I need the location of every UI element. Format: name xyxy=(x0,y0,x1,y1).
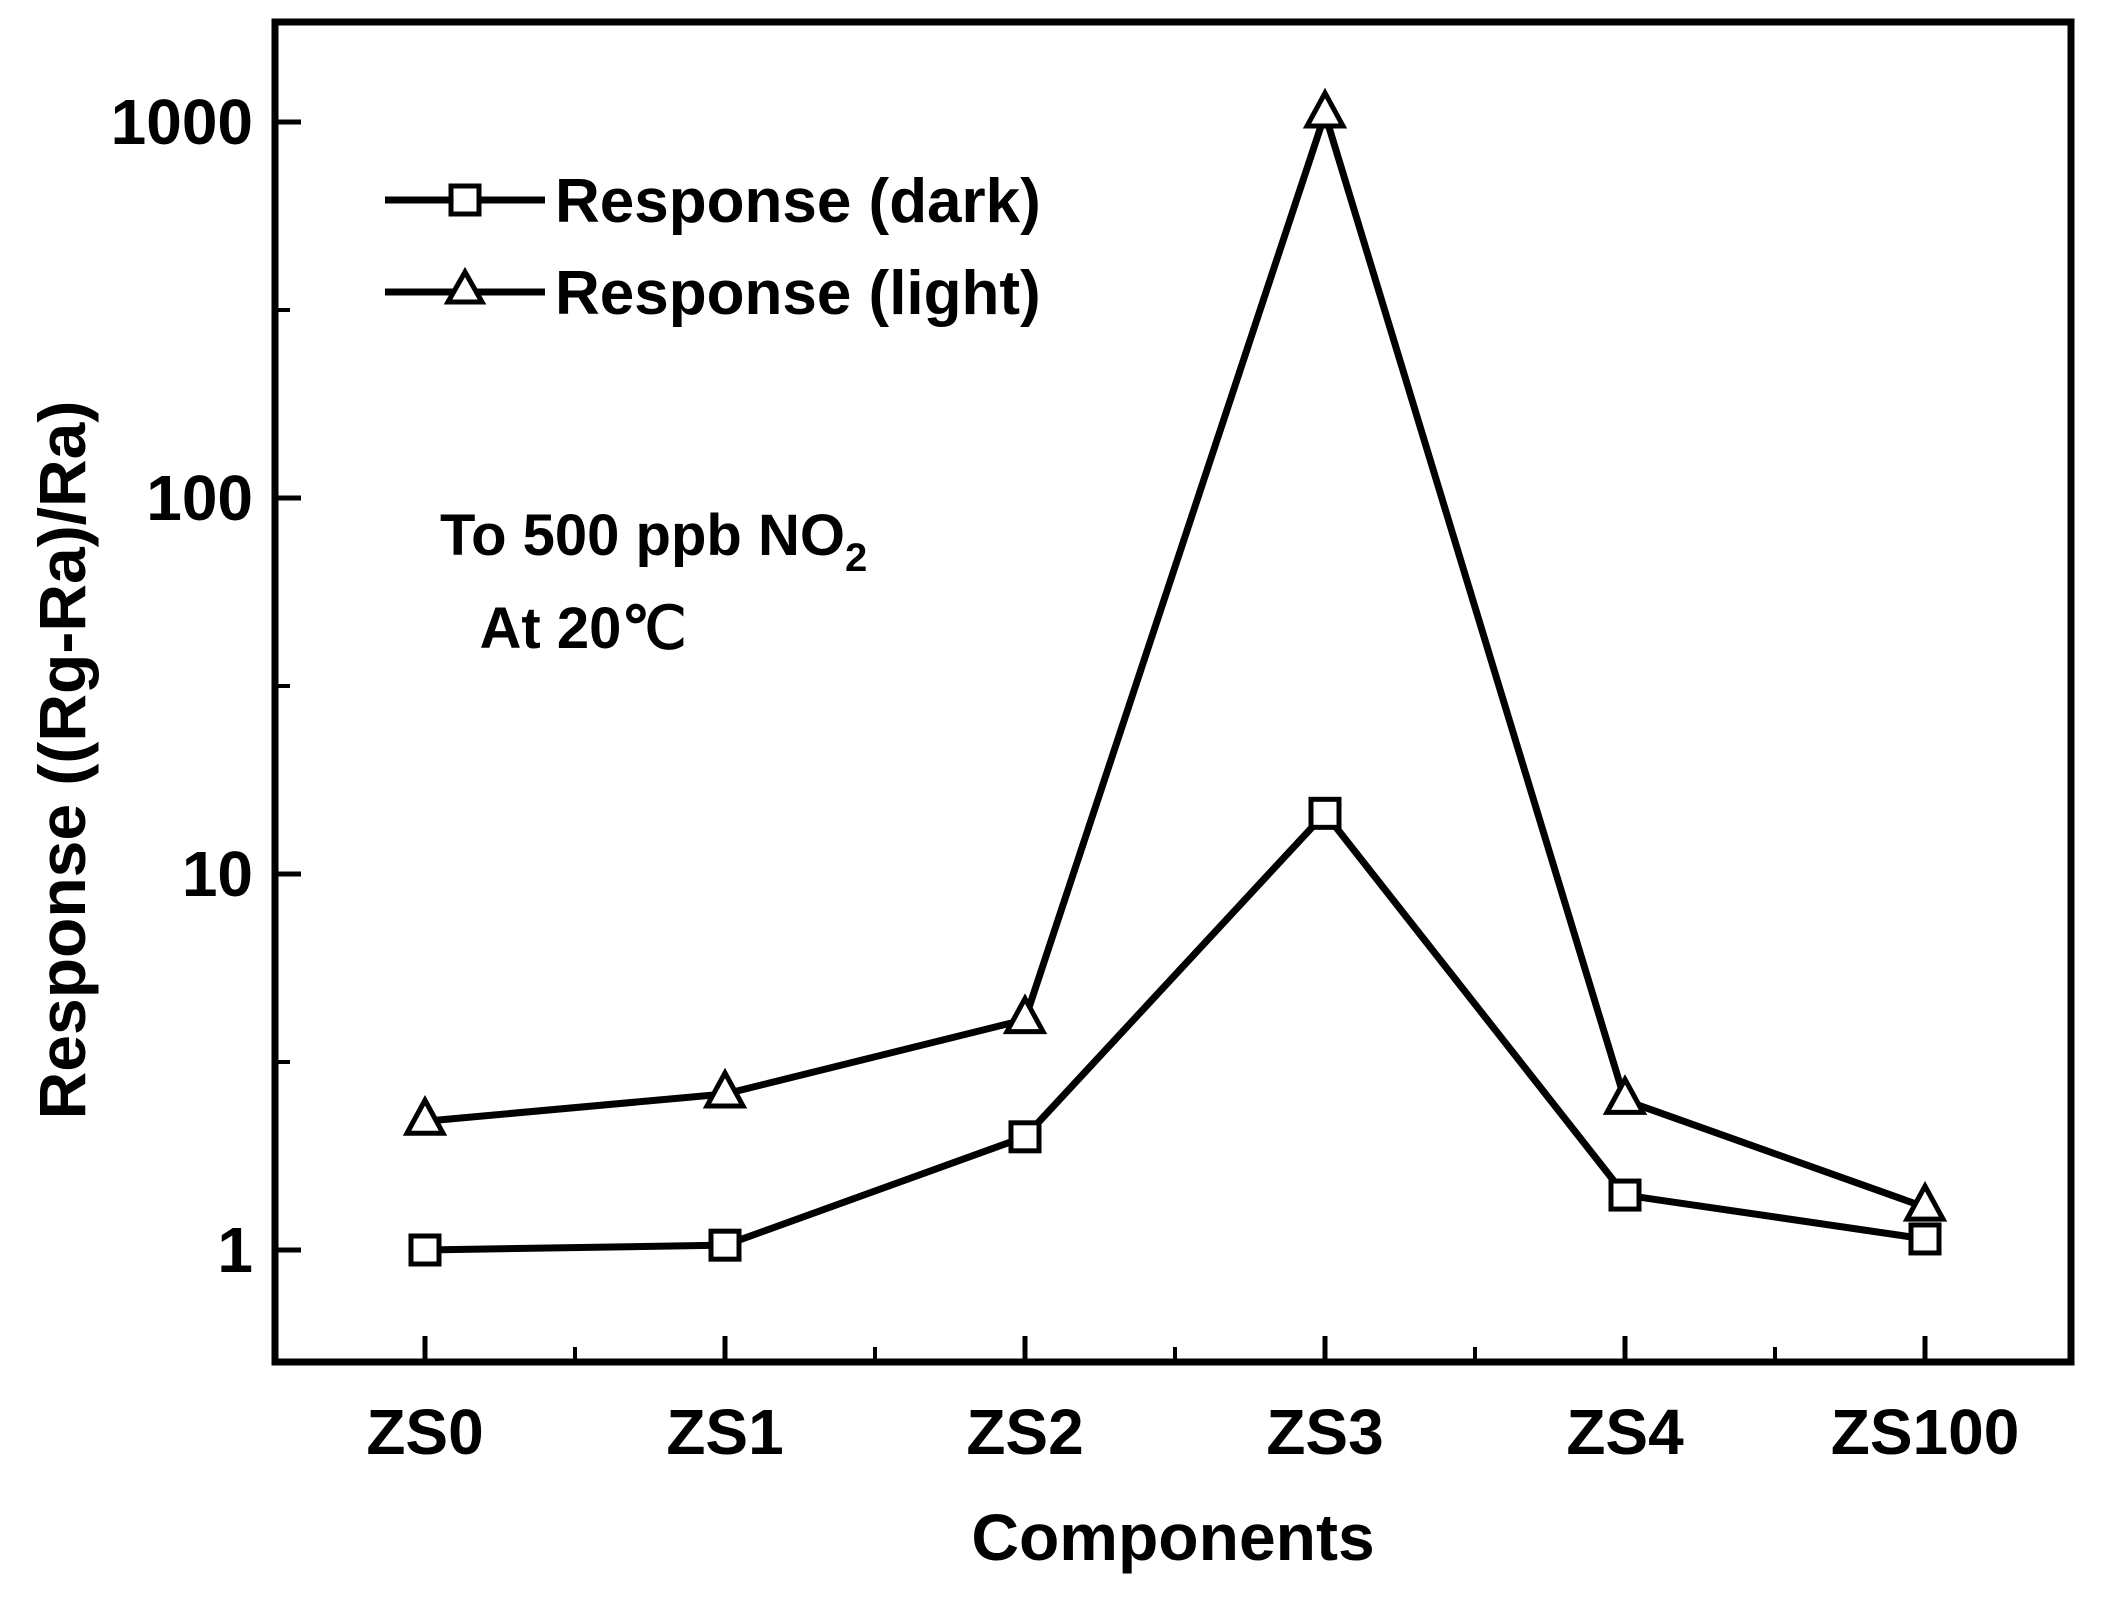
x-axis: ZS0 ZS1 ZS2 ZS3 ZS4 ZS100 xyxy=(366,1336,2019,1468)
y-tick-label: 10 xyxy=(182,838,253,910)
series-line-light xyxy=(424,110,1927,1211)
data-point-triangle xyxy=(402,1095,448,1136)
legend-label-light: Response (light) xyxy=(555,259,1041,328)
x-tick-label: ZS2 xyxy=(966,1396,1083,1468)
y-tick-label: 1000 xyxy=(111,86,253,158)
data-point-square xyxy=(1608,1178,1642,1212)
legend-label-dark: Response (dark) xyxy=(555,167,1041,236)
annotation: To 500 ppb NO2 At 20℃ xyxy=(440,503,867,661)
x-tick-label: ZS3 xyxy=(1266,1396,1383,1468)
data-point-triangle xyxy=(702,1067,748,1109)
data-point-square xyxy=(1308,796,1342,830)
y-tick-label: 1 xyxy=(217,1214,253,1286)
x-tick-label: ZS100 xyxy=(1831,1396,2020,1468)
data-point-triangle xyxy=(1302,87,1348,129)
x-tick-label: ZS1 xyxy=(666,1396,783,1468)
data-point-triangle xyxy=(1002,993,1048,1035)
data-point-square xyxy=(1908,1222,1942,1256)
data-point-triangle xyxy=(1602,1074,1648,1115)
series-line-dark xyxy=(424,809,1926,1254)
x-tick-label: ZS0 xyxy=(366,1396,483,1468)
y-axis-title: Response ((Rg-Ra)/Ra) xyxy=(25,401,99,1120)
legend-marker-triangle xyxy=(443,266,487,305)
annotation-line-1-text: To 500 ppb NO xyxy=(440,503,845,568)
data-point-square xyxy=(708,1228,742,1262)
data-point-triangle xyxy=(1902,1180,1948,1222)
series-layer xyxy=(402,87,1948,1267)
data-point-square xyxy=(408,1233,442,1267)
legend-marker-square xyxy=(448,183,482,217)
legend: Response (dark) Response (light) xyxy=(385,167,1041,328)
x-tick-label: ZS4 xyxy=(1566,1396,1684,1468)
data-point-square xyxy=(1008,1120,1042,1154)
annotation-subscript: 2 xyxy=(845,536,867,580)
annotation-line-1: To 500 ppb NO2 xyxy=(440,503,867,580)
x-axis-title: Components xyxy=(971,1500,1374,1574)
y-tick-label: 100 xyxy=(146,462,253,534)
annotation-line-2: At 20℃ xyxy=(480,596,687,661)
y-axis: 1 10 100 1000 xyxy=(111,86,301,1286)
